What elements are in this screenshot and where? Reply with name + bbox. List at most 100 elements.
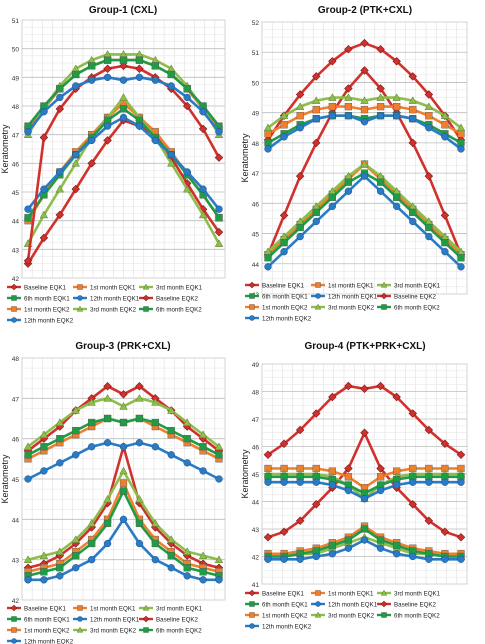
data-point — [103, 122, 112, 130]
legend-label: 1st month EQK1 — [328, 282, 374, 289]
y-tick-label: 45 — [12, 190, 20, 197]
data-point — [376, 103, 385, 111]
data-point — [135, 56, 144, 64]
legend-marker — [380, 589, 388, 596]
legend-marker — [142, 294, 150, 302]
data-point — [183, 168, 191, 176]
data-point — [72, 426, 80, 435]
series-12th-month-eqk2 — [24, 73, 223, 136]
data-point — [264, 145, 272, 153]
data-point — [376, 178, 385, 186]
data-point — [441, 121, 449, 129]
data-point — [328, 202, 337, 211]
legend-marker — [143, 306, 149, 312]
data-point — [40, 185, 48, 193]
data-point — [393, 193, 401, 201]
data-point — [55, 210, 65, 220]
data-point — [40, 108, 48, 116]
data-point — [409, 208, 417, 217]
data-point — [328, 481, 337, 489]
data-point — [119, 105, 128, 113]
legend-label: 6th month EQK1 — [262, 293, 308, 300]
data-point — [360, 118, 369, 126]
data-point — [135, 414, 144, 423]
data-point — [440, 527, 450, 536]
legend-label: Baseline EQK2 — [394, 293, 437, 300]
data-point — [135, 439, 144, 447]
data-point — [392, 392, 401, 402]
data-point — [135, 73, 144, 82]
data-point — [183, 564, 191, 572]
data-point — [119, 402, 128, 410]
data-point — [119, 466, 128, 475]
data-point — [214, 239, 224, 247]
data-point — [215, 205, 223, 213]
data-point — [135, 122, 144, 130]
data-point — [360, 428, 369, 437]
data-point — [71, 406, 80, 414]
legend-marker — [10, 283, 18, 291]
y-tick-label: 45 — [252, 472, 260, 479]
legend-marker — [11, 317, 17, 323]
legend-item: 6th month EQK1 — [7, 616, 70, 623]
data-point — [24, 214, 32, 222]
data-point — [344, 93, 353, 101]
data-point — [360, 38, 369, 48]
series-1st-month-eqk2 — [264, 464, 465, 492]
data-point — [457, 555, 465, 563]
legend-label: 1st month EQK2 — [24, 627, 70, 634]
legend-item: 1st month EQK2 — [7, 627, 70, 634]
data-point — [280, 133, 288, 141]
data-point — [424, 425, 434, 435]
legend-item: 12th month EQK1 — [311, 601, 378, 608]
data-point — [296, 112, 304, 120]
legend-item: 3rd month EQK2 — [311, 611, 375, 619]
y-tick-label: 50 — [12, 47, 20, 54]
data-point — [280, 121, 288, 129]
data-point — [312, 138, 321, 148]
data-point — [425, 555, 433, 563]
data-point — [393, 103, 401, 111]
legend-label: 12th month EQK2 — [262, 315, 312, 322]
y-tick-label: 43 — [12, 247, 20, 254]
series-baseline-eqk1 — [263, 428, 466, 542]
y-tick-label: 44 — [252, 262, 260, 269]
data-point — [312, 115, 320, 123]
y-tick-label: 46 — [252, 201, 260, 208]
data-point — [376, 112, 385, 120]
data-point — [280, 555, 288, 563]
data-point — [215, 214, 223, 222]
data-point — [119, 113, 128, 122]
data-point — [360, 384, 369, 393]
data-point — [24, 451, 32, 459]
data-point — [103, 73, 112, 82]
series-1st-month-eqk2 — [264, 103, 465, 138]
data-point — [328, 57, 337, 66]
data-point — [456, 123, 466, 132]
data-point — [199, 185, 207, 193]
data-point — [408, 409, 417, 418]
data-point — [40, 576, 48, 584]
data-point — [182, 184, 192, 193]
legend-item: 1st month EQK1 — [73, 284, 136, 291]
legend-item: 6th month EQK1 — [245, 601, 308, 608]
data-point — [119, 56, 128, 64]
data-point — [344, 178, 353, 186]
data-point — [72, 151, 80, 159]
data-point — [441, 239, 449, 247]
chart-title: Group-2 (PTK+CXL) — [318, 5, 412, 16]
data-point — [135, 539, 144, 548]
data-point — [360, 66, 369, 75]
legend-marker — [380, 281, 388, 288]
legend-marker — [10, 604, 18, 612]
legend-item: 3rd month EQK1 — [139, 604, 203, 612]
data-point — [71, 184, 80, 194]
data-point — [72, 552, 80, 560]
data-point — [119, 61, 128, 71]
series-baseline-eqk2 — [263, 381, 466, 459]
y-tick-label: 44 — [12, 517, 20, 524]
data-point — [425, 232, 433, 241]
data-point — [424, 90, 434, 99]
data-point — [39, 430, 49, 438]
